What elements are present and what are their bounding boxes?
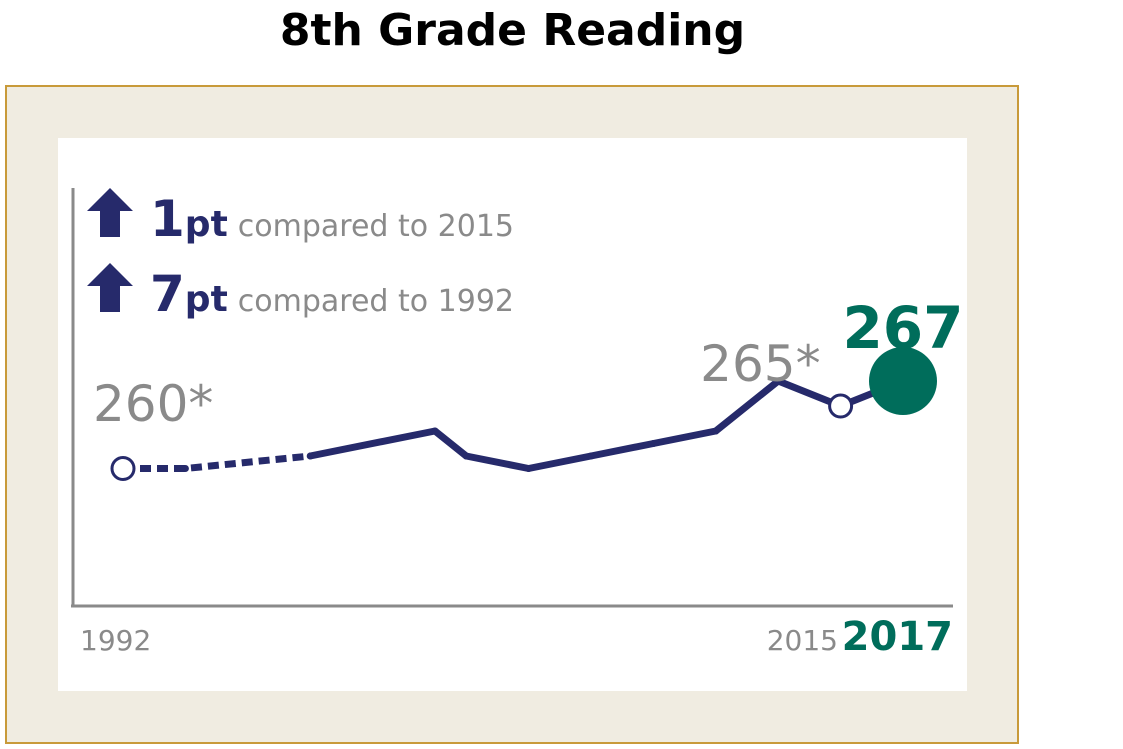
x-tick-label-1992: 1992	[80, 624, 151, 657]
data-point-1998	[306, 452, 314, 460]
series-line-solid	[309, 377, 905, 472]
data-point-2013	[774, 377, 782, 385]
data-point-2003	[462, 452, 470, 460]
series-line-dashed	[123, 452, 311, 472]
change-unit: pt	[185, 204, 228, 245]
data-point-2015	[828, 393, 854, 419]
data-label-1992: 260*	[93, 375, 213, 433]
arrow-up-icon	[87, 188, 133, 237]
change-unit: pt	[185, 279, 228, 320]
change-text: compared to 2015	[238, 209, 514, 244]
chart-card: 1pt compared to 2015 7pt compared to 1992 26…	[58, 138, 967, 691]
page-title: 8th Grade Reading	[279, 5, 746, 56]
x-tick-label-2015: 2015	[767, 624, 838, 657]
data-point-1992	[110, 456, 136, 481]
data-point-2009	[649, 440, 657, 447]
data-label-2017: 267	[842, 294, 963, 362]
data-point-2017	[869, 347, 937, 415]
arrow-up-icon	[87, 263, 133, 312]
change-statement-2: 7pt compared to 1992	[150, 265, 514, 323]
chart-svg: 1pt compared to 2015 7pt compared to 1992 26…	[71, 188, 964, 660]
data-point-2011	[712, 427, 720, 435]
change-statement-1: 1pt compared to 2015	[150, 190, 514, 248]
data-point-1994	[181, 465, 189, 472]
data-point-2002	[431, 427, 439, 435]
change-value: 7	[150, 265, 185, 323]
data-point-2007	[587, 452, 595, 460]
x-tick-label-2017: 2017	[842, 614, 953, 660]
change-text: compared to 1992	[238, 284, 514, 319]
data-label-2015: 265*	[700, 335, 820, 393]
data-point-2005	[525, 465, 533, 472]
change-value: 1	[150, 190, 185, 248]
